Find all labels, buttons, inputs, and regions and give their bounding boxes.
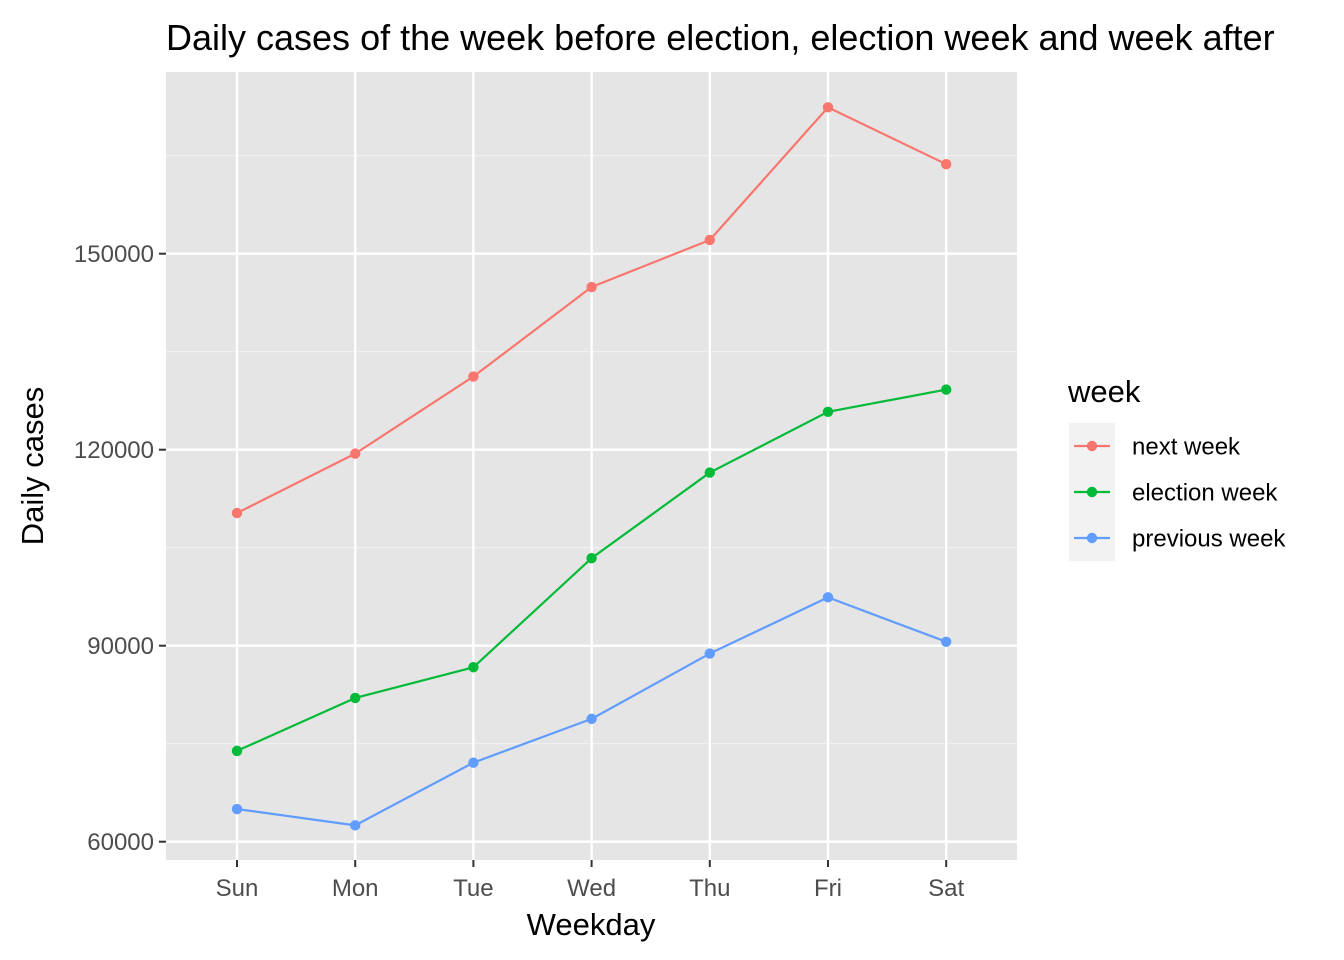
y-tick-label: 90000 <box>87 633 154 660</box>
y-axis: 60000 90000 120000 150000 <box>74 241 166 856</box>
legend-title: week <box>1067 374 1141 409</box>
x-axis-title: Weekday <box>527 907 656 942</box>
data-point <box>586 552 597 564</box>
legend-label: next week <box>1132 434 1241 461</box>
y-tick-label: 60000 <box>87 829 154 856</box>
data-point <box>468 757 479 768</box>
series-group <box>231 102 952 519</box>
legend-key-point <box>1086 532 1098 544</box>
y-axis-title: Daily cases <box>15 387 50 546</box>
data-point <box>822 102 834 113</box>
x-tick-label: Thu <box>689 875 730 902</box>
major-gridlines <box>166 72 1017 860</box>
x-tick-label: Sun <box>216 875 259 902</box>
data-point <box>941 384 952 395</box>
data-point <box>231 803 243 815</box>
legend-key-point <box>1086 486 1098 498</box>
legend: week next week election week previous week <box>1067 374 1286 561</box>
x-axis: Sun Mon Tue Wed Thu Fri Sat <box>216 860 965 902</box>
y-tick-label: 150000 <box>74 241 154 268</box>
data-point <box>704 648 715 659</box>
x-tick-label: Fri <box>814 875 842 902</box>
data-point <box>350 448 361 459</box>
legend-items: next week election week previous week <box>1069 423 1286 561</box>
legend-item: previous week <box>1074 526 1286 553</box>
legend-item: election week <box>1074 480 1278 507</box>
x-tick-label: Wed <box>567 875 616 902</box>
chart-title: Daily cases of the week before election,… <box>166 17 1275 58</box>
data-point <box>822 592 834 603</box>
series-group <box>231 384 952 757</box>
data-point <box>704 467 715 478</box>
data-point <box>586 713 597 725</box>
series-layer <box>231 102 952 831</box>
x-tick-label: Sat <box>928 875 964 902</box>
data-point <box>941 636 952 647</box>
data-point <box>350 692 361 704</box>
data-point <box>586 281 597 293</box>
data-point <box>704 234 715 246</box>
y-tick-label: 120000 <box>74 437 154 464</box>
data-point <box>231 507 243 519</box>
series-group <box>231 592 952 831</box>
x-tick-label: Tue <box>453 875 493 902</box>
data-point <box>822 406 834 418</box>
legend-label: election week <box>1132 480 1278 507</box>
legend-label: previous week <box>1132 526 1286 553</box>
data-point <box>468 371 479 382</box>
x-tick-label: Mon <box>332 875 379 902</box>
legend-key-point <box>1086 440 1098 452</box>
data-point <box>941 158 952 170</box>
data-point <box>468 662 479 673</box>
data-point <box>231 745 243 757</box>
legend-item: next week <box>1074 434 1241 461</box>
data-point <box>350 820 361 831</box>
